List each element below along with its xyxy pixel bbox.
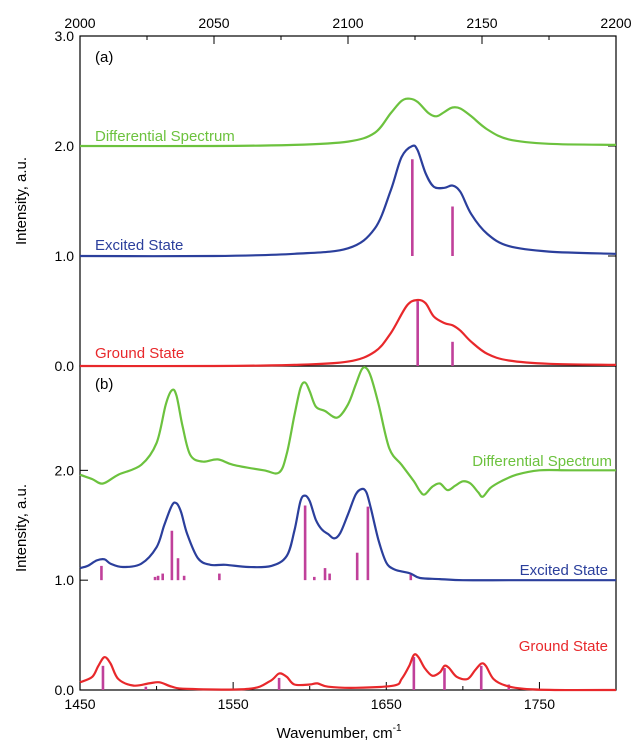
- y-tick-label: 1.0: [55, 572, 75, 588]
- panel-a-label: (a): [95, 49, 113, 66]
- panel-b-label: (b): [95, 376, 113, 393]
- panel-a-frame: [79, 35, 617, 367]
- y-tick-label: 0.0: [55, 682, 75, 698]
- series-line-ground-state: [79, 298, 617, 368]
- panel-a-sticks: [411, 159, 454, 366]
- series-line-differential-spectrum: [79, 97, 617, 148]
- x-tick-label: 1450: [64, 696, 95, 712]
- x-tick-label: 2000: [64, 15, 95, 31]
- y-tick-label: 2.0: [55, 138, 75, 154]
- label-b-ground: Ground State: [519, 638, 608, 655]
- panel-a-ylabel: Intensity, a.u.: [13, 157, 30, 245]
- label-b-differential: Differential Spectrum: [472, 453, 612, 470]
- y-tick-label: 2.0: [55, 462, 75, 478]
- x-tick-label: 1650: [371, 696, 402, 712]
- x-tick-label: 1750: [524, 696, 555, 712]
- series-line-ground-state: [79, 653, 617, 692]
- label-b-excited: Excited State: [520, 562, 608, 579]
- label-a-ground: Ground State: [95, 345, 184, 362]
- label-a-differential: Differential Spectrum: [95, 128, 235, 145]
- series-line-differential-spectrum: [79, 366, 616, 498]
- panel-a-ticks: 2000 2050 2100 2150 2200 0.0 1.0 2.0 3.0: [55, 15, 632, 374]
- x-tick-label: 2050: [198, 15, 229, 31]
- x-axis-title: Wavenumber, cm-1: [276, 723, 401, 742]
- label-a-excited: Excited State: [95, 237, 183, 254]
- x-tick-label: 2100: [332, 15, 363, 31]
- panel-a-series: [79, 97, 617, 368]
- panel-b-sticks: [100, 505, 511, 690]
- series-line-excited-state: [79, 144, 617, 258]
- x-tick-label: 1550: [218, 696, 249, 712]
- panel-b-series: [79, 366, 617, 692]
- y-tick-label: 1.0: [55, 248, 75, 264]
- panel-b-ticks: 1450 1550 1650 1750 0.0 1.0 2.0: [55, 462, 616, 712]
- x-tick-label: 2150: [466, 15, 497, 31]
- panel-b-ylabel: Intensity, a.u.: [13, 484, 30, 572]
- series-line-excited-state: [79, 487, 616, 582]
- panel-b-frame: [79, 365, 617, 691]
- x-tick-label: 2200: [600, 15, 631, 31]
- y-tick-label: 3.0: [55, 28, 75, 44]
- y-tick-label: 0.0: [55, 358, 75, 374]
